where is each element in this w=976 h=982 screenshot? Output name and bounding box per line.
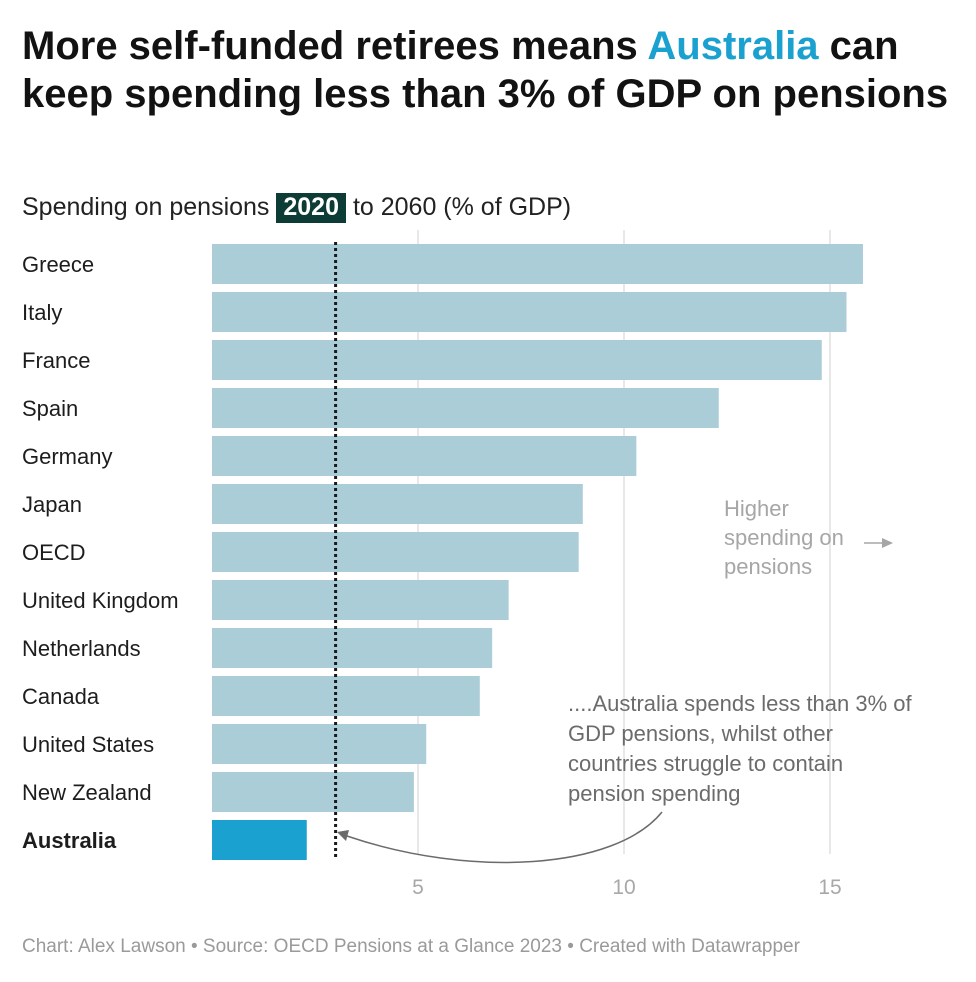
category-label-canada: Canada xyxy=(22,684,100,709)
category-label-new-zealand: New Zealand xyxy=(22,780,152,805)
bar-netherlands xyxy=(212,628,493,668)
x-tick-label-10: 10 xyxy=(612,876,635,899)
category-label-spain: Spain xyxy=(22,396,78,421)
category-label-greece: Greece xyxy=(22,252,94,277)
bar-japan xyxy=(212,484,583,524)
bar-new-zealand xyxy=(212,772,414,812)
category-label-united-states: United States xyxy=(22,732,154,757)
category-label-italy: Italy xyxy=(22,300,62,325)
bar-germany xyxy=(212,436,637,476)
subtitle-text-end: to 2060 (% of GDP) xyxy=(346,193,572,221)
bar-oecd xyxy=(212,532,579,572)
subtitle-text-start: Spending on pensions xyxy=(22,193,277,221)
annotation-australia-line-4: pension spending xyxy=(568,781,740,806)
title-text-end: can keep spending less than 3% of GDP on… xyxy=(22,24,949,116)
annotation-australia-line-2: GDP pensions, whilst other xyxy=(568,721,833,746)
bar-united-kingdom xyxy=(212,580,509,620)
category-label-oecd: OECD xyxy=(22,540,86,565)
annotation-australia-arrow-curve xyxy=(346,811,663,864)
category-label-germany: Germany xyxy=(22,444,112,469)
chart-title: More self-funded retirees means Australi… xyxy=(22,22,952,118)
bar-canada xyxy=(212,676,480,716)
bar-australia xyxy=(212,820,307,860)
annotation-australia-arrowhead xyxy=(337,830,349,841)
annotation-higher-spending-arrowhead xyxy=(882,538,893,548)
annotation-higher-spending-line-3: pensions xyxy=(724,554,812,579)
annotation-australia-line-1: ....Australia spends less than 3% of xyxy=(568,691,913,716)
year-2020-tag: 2020 xyxy=(276,193,346,223)
category-label-france: France xyxy=(22,348,90,373)
bar-spain xyxy=(212,388,719,428)
annotation-higher-spending-line-1: Higher xyxy=(724,496,789,521)
bar-france xyxy=(212,340,822,380)
x-tick-label-15: 15 xyxy=(818,876,841,899)
title-highlight-australia: Australia xyxy=(647,24,819,68)
category-label-united-kingdom: United Kingdom xyxy=(22,588,179,613)
bar-greece xyxy=(212,244,863,284)
chart-subtitle: Spending on pensions 2020 to 2060 (% of … xyxy=(22,190,571,224)
title-text-start: More self-funded retirees means xyxy=(22,24,648,68)
footer-credits: Chart: Alex Lawson • Source: OECD Pensio… xyxy=(22,936,800,957)
annotation-australia-line-3: countries struggle to contain xyxy=(568,751,843,776)
category-label-australia: Australia xyxy=(22,828,117,853)
bar-italy xyxy=(212,292,847,332)
annotation-higher-spending-line-2: spending on xyxy=(724,525,844,550)
category-label-japan: Japan xyxy=(22,492,82,517)
category-label-netherlands: Netherlands xyxy=(22,636,141,661)
bar-chart: Greece Italy France Spain Germany Japan OECD Un… xyxy=(22,230,913,899)
bar-united-states xyxy=(212,724,427,764)
x-tick-label-5: 5 xyxy=(412,876,424,899)
